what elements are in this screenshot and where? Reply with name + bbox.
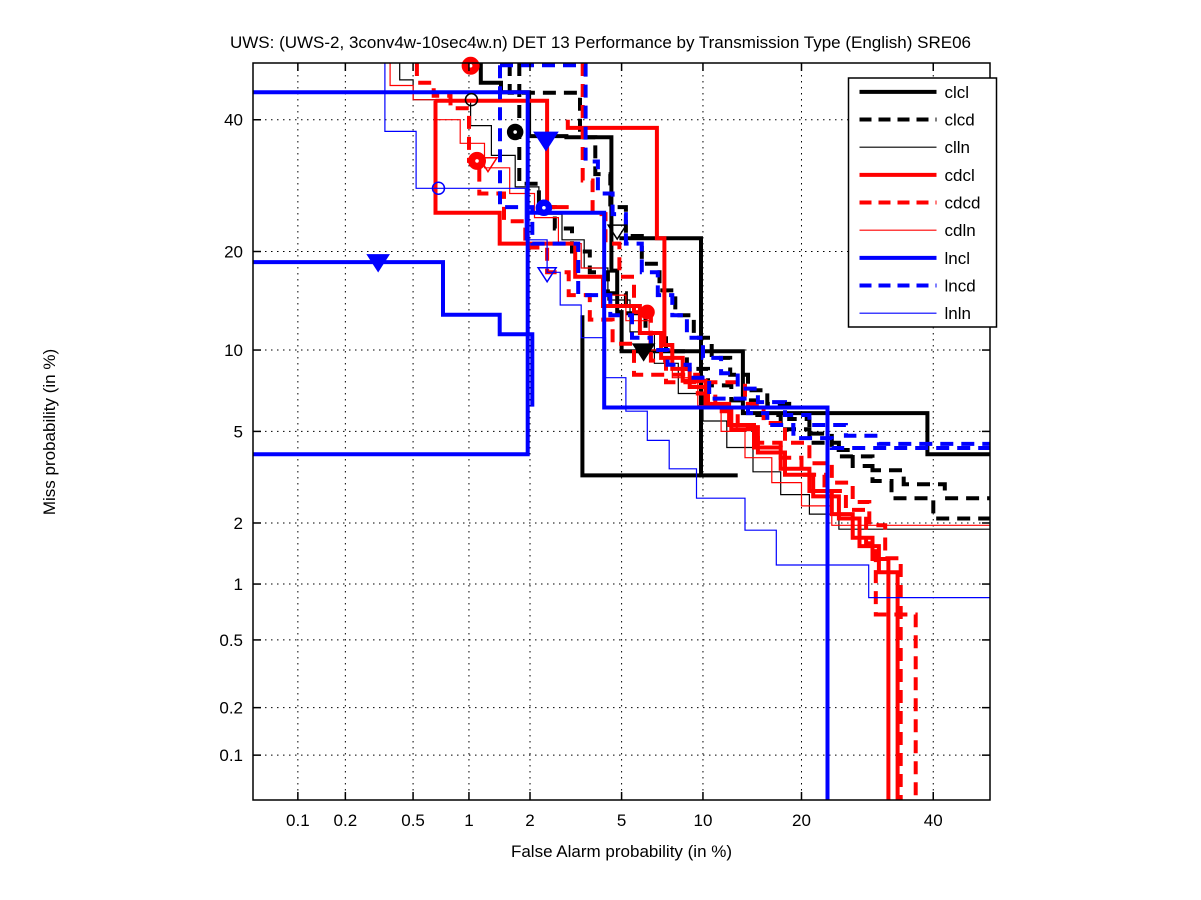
y-tick-label: 2: [234, 514, 243, 533]
filled-triangle-marker: [631, 343, 656, 362]
x-tick-label: 1: [464, 811, 473, 830]
x-tick-label: 0.5: [401, 811, 425, 830]
legend-item-clln: clln: [859, 138, 971, 157]
x-tick-label: 10: [694, 811, 713, 830]
filled-triangle-marker: [533, 131, 559, 152]
legend-item-lncd: lncd: [859, 277, 976, 296]
curve-lncl-box: [253, 90, 530, 457]
legend-label: cdcl: [945, 166, 975, 185]
open-triangle-marker: [477, 156, 499, 174]
y-axis-label: Miss probability (in %): [40, 348, 59, 516]
open-circle-marker: [464, 92, 479, 107]
det-curves: [253, 63, 990, 800]
legend-item-lnln: lnln: [859, 304, 971, 323]
filled-triangle-marker: [366, 254, 390, 273]
marker-center-dot: [513, 130, 517, 134]
curve-lnln: [384, 63, 990, 599]
legend-item-cdcd: cdcd: [859, 194, 981, 213]
open-circle-marker: [431, 181, 446, 196]
curve-lncd-b: [500, 63, 990, 446]
x-tick-label: 0.1: [286, 811, 310, 830]
tick-labels: 0.1 0.2 0.5 1 2 5 10 20 40 0.1 0.2 0.5 1 2 5 10 20 40: [219, 111, 942, 830]
legend-label: clcd: [945, 111, 975, 130]
curve-lncl-main: [527, 210, 830, 800]
y-tick-label: 20: [224, 243, 243, 262]
curve-cdcl-mid: [565, 119, 900, 800]
marker-center-dot: [468, 64, 473, 68]
y-tick-label: 10: [224, 341, 243, 360]
legend-item-clcl: clcl: [859, 83, 970, 102]
open-triangle-marker: [606, 224, 628, 241]
curve-cdcd-b: [580, 63, 903, 800]
legend-item-lncl: lncl: [859, 249, 971, 268]
curve-clln: [399, 63, 990, 530]
curve-cdcl-box-top: [435, 98, 569, 210]
y-tick-label: 5: [234, 422, 243, 441]
chart-title: UWS: (UWS-2, 3conv4w-10sec4w.n) DET 13 P…: [229, 33, 972, 52]
legend-label: cdln: [945, 221, 976, 240]
y-tick-label: 0.1: [219, 746, 243, 765]
legend-label: lncd: [945, 277, 976, 296]
x-axis-label: False Alarm probability (in %): [510, 842, 733, 861]
y-tick-label: 40: [224, 111, 243, 130]
legend-label: clcl: [945, 83, 970, 102]
operating-point-markers: [366, 56, 656, 362]
open-triangle-marker: [536, 267, 558, 284]
x-tick-label: 40: [924, 811, 943, 830]
x-tick-label: 20: [792, 811, 811, 830]
legend-item-cdln: cdln: [859, 221, 976, 240]
curve-cdcd-a: [414, 63, 918, 800]
curve-clcd-a: [507, 63, 990, 521]
x-tick-label: 5: [617, 811, 626, 830]
marker-center-dot: [542, 205, 546, 210]
marker-center-dot: [475, 159, 479, 163]
legend-item-cdcl: cdcl: [859, 166, 975, 185]
legend-label: cdcd: [945, 194, 981, 213]
legend-item-clcd: clcd: [859, 111, 975, 130]
curve-lncd-a: [498, 65, 990, 450]
legend-label: lncl: [945, 249, 971, 268]
y-tick-label: 1: [234, 575, 243, 594]
x-tick-label: 0.2: [334, 811, 358, 830]
y-tick-label: 0.2: [219, 699, 243, 718]
curve-clcl-box-lower: [580, 315, 701, 478]
curve-lncl-mid: [253, 260, 535, 407]
x-tick-label: 2: [525, 811, 534, 830]
filled-circle-marker: [639, 304, 655, 320]
legend: clcl clcd clln cdcl cdcd cdln lncl lncd lnln: [847, 77, 998, 328]
y-tick-label: 0.5: [219, 631, 243, 650]
legend-label: clln: [945, 138, 971, 157]
legend-label: lnln: [945, 304, 971, 323]
curve-cdcl-main: [433, 100, 891, 800]
